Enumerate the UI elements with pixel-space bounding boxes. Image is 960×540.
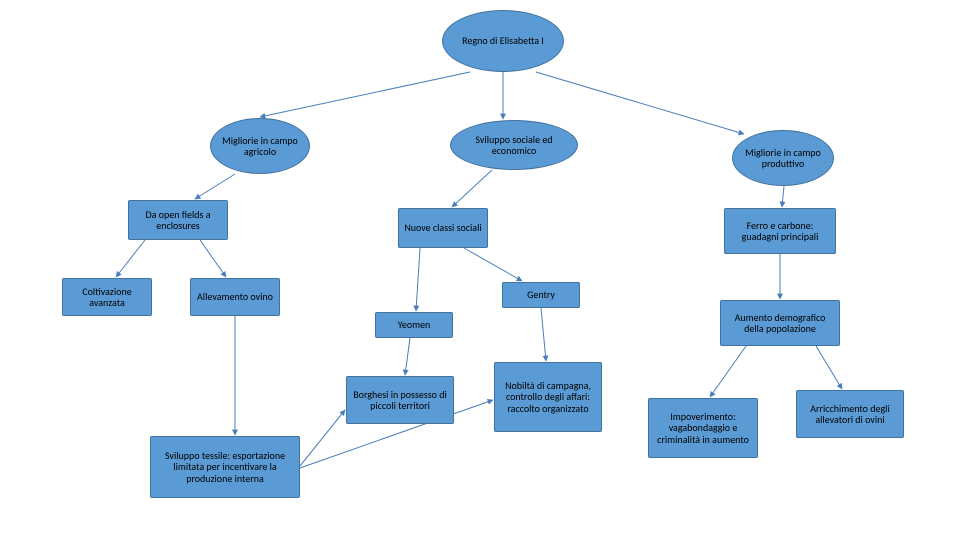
node-label: Allevamento ovino xyxy=(197,291,273,303)
edge xyxy=(416,248,420,311)
node-borghesi: Borghesi in possesso di piccoli territor… xyxy=(346,376,454,424)
node-label: Borghesi in possesso di piccoli territor… xyxy=(351,389,449,412)
edge xyxy=(464,248,522,281)
edge xyxy=(816,346,842,389)
node-label: Gentry xyxy=(527,289,555,301)
edges-layer xyxy=(0,0,960,540)
node-openfields: Da open fields a enclosures xyxy=(128,200,228,240)
node-ferro: Ferro e carbone: guadagni principali xyxy=(724,208,836,254)
edge xyxy=(195,174,235,199)
node-tessile: Sviluppo tessile: esportazione limitata … xyxy=(150,436,300,498)
node-label: Arricchimento degli allevatori di ovini xyxy=(801,403,899,426)
node-label: Sviluppo sociale ed economico xyxy=(455,134,573,157)
edge xyxy=(541,308,546,361)
node-label: Nuove classi sociali xyxy=(404,222,481,234)
node-label: Migliorie in campo agricolo xyxy=(215,135,305,158)
node-label: Migliorie in campo produttivo xyxy=(737,147,829,170)
node-allevamento: Allevamento ovino xyxy=(190,278,280,316)
node-label: Da open fields a enclosures xyxy=(133,209,223,232)
edge xyxy=(116,240,145,277)
node-label: Impoverimento: vagabondaggio e criminali… xyxy=(653,411,753,446)
edge xyxy=(405,338,410,375)
node-aumento: Aumento demografico della popolazione xyxy=(720,300,840,346)
edge xyxy=(536,72,744,134)
node-arricchimento: Arricchimento degli allevatori di ovini xyxy=(796,390,904,438)
node-label: Coltivazione avanzata xyxy=(67,286,147,309)
node-label: Yeomen xyxy=(398,319,431,331)
node-label: Ferro e carbone: guadagni principali xyxy=(729,220,831,243)
node-nuoveclassi: Nuove classi sociali xyxy=(398,208,488,248)
node-label: Sviluppo tessile: esportazione limitata … xyxy=(155,450,295,485)
node-agricolo: Migliorie in campo agricolo xyxy=(210,118,310,174)
edge xyxy=(782,186,784,207)
node-nobilta: Nobiltà di campagna, controllo degli aff… xyxy=(494,362,602,432)
node-yeomen: Yeomen xyxy=(375,312,453,338)
node-gentry: Gentry xyxy=(502,282,580,308)
edge xyxy=(200,240,226,277)
node-label: Nobiltà di campagna, controllo degli aff… xyxy=(499,380,597,415)
node-coltivazione: Coltivazione avanzata xyxy=(62,278,152,316)
node-label: Regno di Elisabetta I xyxy=(462,35,544,47)
edge xyxy=(300,410,345,466)
node-sviluppo: Sviluppo sociale ed economico xyxy=(450,120,578,170)
node-produttivo: Migliorie in campo produttivo xyxy=(732,130,834,186)
edge xyxy=(452,170,492,207)
edge xyxy=(260,72,470,117)
node-regno: Regno di Elisabetta I xyxy=(442,10,564,72)
node-impoverimento: Impoverimento: vagabondaggio e criminali… xyxy=(648,398,758,458)
node-label: Aumento demografico della popolazione xyxy=(725,312,835,335)
edge xyxy=(710,346,746,397)
